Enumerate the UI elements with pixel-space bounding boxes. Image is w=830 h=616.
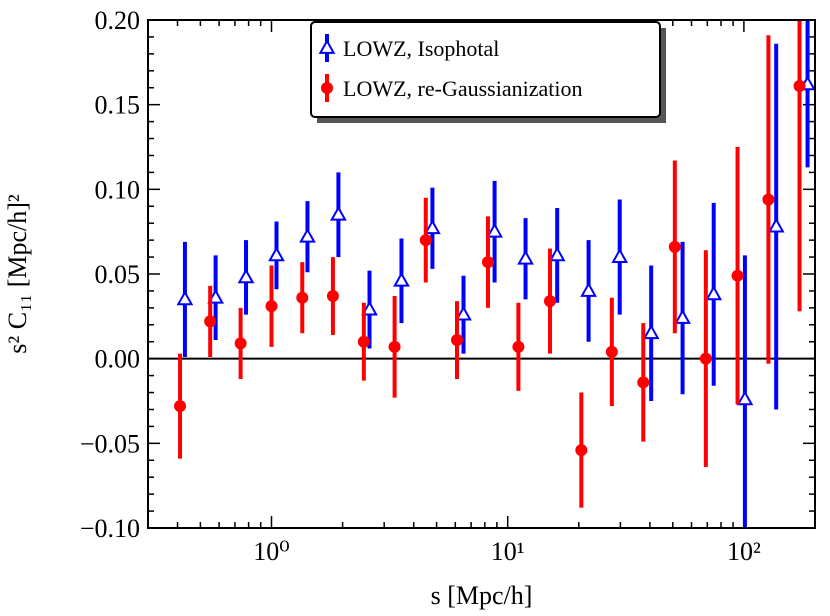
- data-point: [705, 285, 723, 301]
- y-tick-label: −0.10: [80, 514, 140, 543]
- data-point: [237, 268, 255, 284]
- data-point: [543, 295, 556, 308]
- legend-label: LOWZ, re-Gaussianization: [343, 76, 582, 101]
- data-point: [393, 271, 410, 287]
- data-point: [668, 240, 681, 253]
- data-point: [357, 335, 370, 348]
- series-2: [174, 20, 806, 508]
- data-point: [580, 281, 597, 297]
- axis-ticks: −0.10 −0.05 0.00 0.05 0.10 0.15 0.20 10⁰ 10¹ 10²: [80, 6, 816, 566]
- data-point: [455, 305, 472, 321]
- y-tick-label: 0.00: [95, 345, 141, 374]
- data-point: [605, 345, 618, 358]
- data-point: [176, 290, 194, 306]
- data-point: [265, 300, 278, 313]
- data-point: [330, 205, 347, 221]
- data-point: [388, 340, 401, 353]
- data-point: [642, 324, 660, 340]
- legend: LOWZ, Isophotal LOWZ, re-Gaussianization: [310, 21, 666, 123]
- data-point: [731, 269, 744, 282]
- x-axis-label: s [Mpc/h]: [431, 581, 533, 610]
- y-tick-label: 0.10: [95, 175, 141, 204]
- y-tick-label: 0.05: [95, 260, 141, 289]
- data-point: [517, 249, 534, 265]
- data-point: [637, 376, 650, 389]
- legend-items: LOWZ, Isophotal LOWZ, re-Gaussianization: [318, 34, 582, 102]
- data-point: [486, 222, 503, 238]
- series-layer: [174, 20, 815, 528]
- data-point: [174, 400, 187, 413]
- legend-marker: [321, 82, 333, 94]
- legend-marker: [318, 38, 336, 54]
- x-tick-label: 10²: [727, 537, 761, 566]
- data-point: [450, 334, 463, 347]
- data-point: [575, 444, 588, 457]
- series-1: [176, 20, 815, 528]
- data-point: [793, 80, 806, 93]
- data-point: [296, 291, 309, 304]
- legend-box: [310, 21, 661, 118]
- data-point: [268, 246, 285, 262]
- data-point: [736, 390, 754, 406]
- data-point: [548, 246, 566, 262]
- data-point: [419, 234, 432, 247]
- data-point: [699, 352, 712, 365]
- data-point: [299, 227, 316, 243]
- data-point: [234, 337, 247, 350]
- data-point: [326, 290, 339, 303]
- data-point: [481, 256, 494, 269]
- x-tick-label: 10⁰: [253, 537, 289, 566]
- y-tick-label: −0.05: [80, 429, 140, 458]
- y-axis-label: s² C₁₁ [Mpc/h]²: [3, 194, 32, 354]
- y-tick-label: 0.15: [95, 91, 141, 120]
- data-point: [204, 315, 217, 328]
- data-point: [674, 308, 691, 324]
- data-point: [207, 288, 224, 304]
- data-point: [611, 248, 629, 263]
- data-point: [767, 217, 785, 233]
- x-tick-label: 10¹: [491, 537, 525, 566]
- data-point: [424, 219, 441, 235]
- y-tick-label: 0.20: [95, 6, 141, 35]
- data-point: [762, 193, 775, 206]
- data-point: [361, 300, 378, 316]
- legend-label: LOWZ, Isophotal: [343, 36, 499, 61]
- plot-frame: [147, 19, 816, 529]
- series-clip-group: [174, 20, 815, 528]
- data-point: [512, 340, 525, 353]
